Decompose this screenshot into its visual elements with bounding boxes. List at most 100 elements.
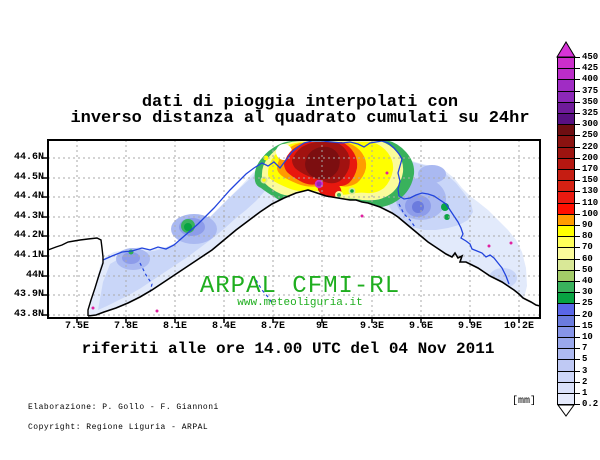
- colorbar-label: 110: [582, 198, 599, 208]
- colorbar-segment: [558, 203, 574, 214]
- colorbar-label: 425: [582, 63, 599, 73]
- colorbar-segment: [558, 225, 574, 236]
- coast-spot2: [350, 189, 354, 193]
- station-dot: [487, 244, 491, 248]
- colorbar-segment: [558, 259, 574, 270]
- sea-mask: [86, 190, 539, 319]
- colorbar-level-line: [558, 191, 574, 192]
- colorbar-segment: [558, 158, 574, 169]
- colorbar-level-line: [558, 337, 574, 338]
- colorbar-tick: [575, 158, 580, 159]
- colorbar-level-line: [558, 135, 574, 136]
- storm-purple-max: [316, 181, 322, 187]
- colorbar-label: 90: [582, 220, 593, 230]
- colorbar-tick: [575, 79, 580, 80]
- colorbar-tick: [575, 315, 580, 316]
- colorbar-segment: [558, 326, 574, 337]
- colorbar-segment: [558, 102, 574, 113]
- colorbar-label: 40: [582, 276, 593, 286]
- colorbar-tick: [575, 102, 580, 103]
- station-dot: [155, 309, 159, 313]
- colorbar-segment: [558, 91, 574, 102]
- colorbar-level-line: [558, 270, 574, 271]
- colorbar-segment: [558, 180, 574, 191]
- storm-core-darkest: [305, 146, 340, 180]
- map-title: dati di pioggia interpolati con inverso …: [0, 93, 600, 127]
- station-dot: [385, 171, 389, 175]
- colorbar-level-line: [558, 303, 574, 304]
- national-border: [47, 237, 104, 316]
- colorbar-tick: [575, 326, 580, 327]
- colorbar-tick: [575, 135, 580, 136]
- colorbar-label: 100: [582, 209, 599, 219]
- x-axis-label: 8.1E: [162, 321, 187, 332]
- x-axis-label: 9E: [315, 321, 328, 332]
- region-boundary: [102, 140, 510, 285]
- colorbar-tick: [575, 259, 580, 260]
- colorbar-level-line: [558, 169, 574, 170]
- colorbar-label: 80: [582, 231, 593, 241]
- x-axis-label: 8.4E: [211, 321, 236, 332]
- rain-green-dot-east2: [444, 214, 450, 220]
- colorbar-level-line: [558, 393, 574, 394]
- map-title-line1: dati di pioggia interpolati con: [141, 93, 459, 112]
- colorbar-label: 20: [582, 310, 593, 320]
- y-axis-label: 44.5N: [13, 172, 44, 183]
- colorbar-tick: [575, 247, 580, 248]
- colorbar-tick: [575, 169, 580, 170]
- colorbar-segment: [558, 113, 574, 124]
- colorbar-level-line: [558, 91, 574, 92]
- colorbar-tick: [575, 270, 580, 271]
- colorbar-segment: [558, 270, 574, 281]
- colorbar-label: 220: [582, 142, 599, 152]
- colorbar-segment: [558, 57, 574, 68]
- colorbar-level-line: [558, 102, 574, 103]
- colorbar-label: 200: [582, 153, 599, 163]
- copyright-credit: Copyright: Regione Liguria - ARPAL: [28, 423, 209, 432]
- colorbar-segment: [558, 214, 574, 225]
- colorbar-level-line: [558, 147, 574, 148]
- y-axis-label: 44.2N: [13, 230, 44, 241]
- colorbar-segment: [558, 135, 574, 147]
- colorbar-level-line: [558, 203, 574, 204]
- plot-frame: [47, 139, 541, 319]
- colorbar-label: 170: [582, 164, 599, 174]
- colorbar-segment: [558, 281, 574, 292]
- colorbar-tick: [575, 147, 580, 148]
- colorbar-tick: [575, 337, 580, 338]
- colorbar-segment: [558, 292, 574, 303]
- colorbar-segment: [558, 147, 574, 158]
- colorbar-label: 50: [582, 265, 593, 275]
- colorbar-tick: [575, 57, 580, 58]
- colorbar-tick: [575, 371, 580, 372]
- colorbar-tick: [575, 303, 580, 304]
- colorbar-label: 375: [582, 86, 599, 96]
- rain-darkgreen-west: [184, 223, 192, 231]
- colorbar-tick: [575, 203, 580, 204]
- colorbar-tick: [575, 225, 580, 226]
- rain-band-light-west: [98, 155, 282, 310]
- colorbar-label: 400: [582, 74, 599, 84]
- colorbar-segment: [558, 68, 574, 79]
- colorbar-border: [557, 57, 558, 405]
- colorbar-label: 70: [582, 242, 593, 252]
- colorbar-unit-label: [mm]: [512, 396, 537, 407]
- rain-deepest-east: [412, 201, 424, 213]
- colorbar-level-line: [558, 113, 574, 114]
- colorbar-label: 30: [582, 287, 593, 297]
- colorbar-tick: [575, 214, 580, 215]
- colorbar-level-line: [558, 180, 574, 181]
- coast-spot1: [337, 193, 341, 197]
- colorbar-tick: [575, 124, 580, 125]
- y-axis-label: 44.3N: [13, 211, 44, 222]
- colorbar-border: [574, 57, 575, 405]
- colorbar-level-line: [558, 68, 574, 69]
- meteoliguria-url: www.meteoliguria.it: [237, 297, 363, 309]
- colorbar-segment: [558, 191, 574, 203]
- coastline: [87, 189, 541, 317]
- colorbar-label: 0.2: [582, 399, 599, 409]
- colorbar-label: 60: [582, 254, 593, 264]
- colorbar-label: 1: [582, 388, 588, 398]
- x-axis-label: 9.6E: [408, 321, 433, 332]
